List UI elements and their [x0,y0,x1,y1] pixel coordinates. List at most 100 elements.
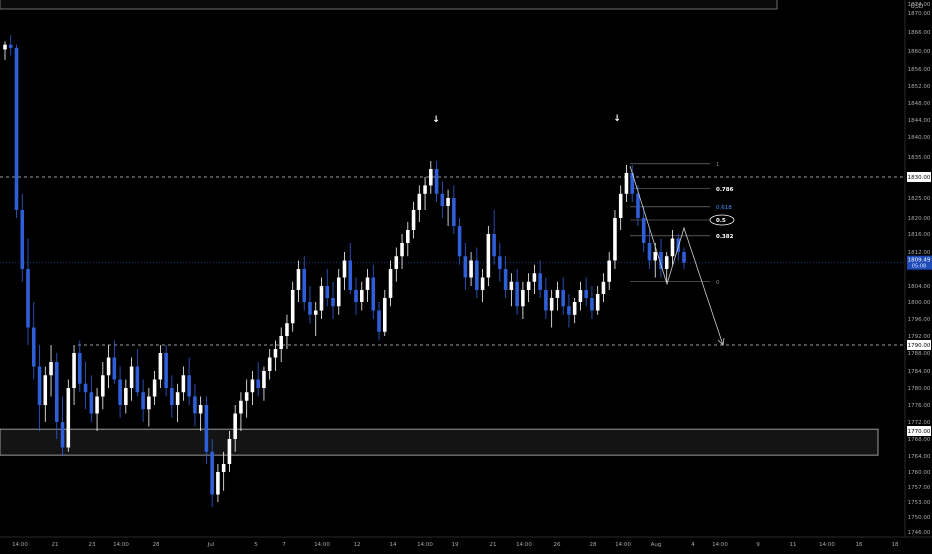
level-price-label: 1790.00 [908,343,931,349]
candle-body [521,290,525,307]
candle-body [670,238,675,257]
candle-body [43,375,48,405]
candle-body [630,173,634,194]
fib-label: 1 [716,162,720,168]
candle-body [434,169,439,194]
y-tick-label: 1804.00 [908,284,931,290]
top-bar [0,0,778,10]
current-price-label: 1809.49 [908,258,931,264]
candle-body [572,302,577,315]
x-tick-label: 19 [452,542,459,548]
x-tick-label: 14:00 [417,542,433,548]
x-tick-label: 28 [153,542,160,548]
fib-label: 0.786 [716,187,734,193]
x-tick-label: 18 [892,542,899,548]
x-tick-label: 5 [254,542,258,548]
candle-body [509,281,514,290]
level-price-label: 1830.00 [908,175,931,181]
candle-body [590,298,594,311]
down-arrow-icon: ↓ [432,115,440,125]
x-tick-label: 9 [756,542,760,548]
candle-body [659,252,663,269]
y-tick-label: 1812.00 [908,250,931,256]
y-tick-label: 1788.00 [908,351,931,357]
candle-body [492,234,496,257]
x-tick-label: 14:00 [516,542,532,548]
candle-body [78,353,82,384]
y-tick-label: 1753.00 [908,500,931,506]
x-tick-label: 14:00 [314,542,330,548]
y-tick-label: 1780.00 [908,386,931,392]
fib-label: 0 [716,280,720,286]
y-tick-label: 1784.00 [908,369,931,375]
candle-body [607,260,611,282]
y-tick-label: 1792.00 [908,334,931,340]
x-tick-label: 14:00 [819,542,835,548]
candle-body [319,286,324,311]
y-tick-label: 1844.00 [908,118,931,124]
candle-body [457,226,462,257]
y-tick-label: 1835.00 [908,155,931,161]
candle-body [262,371,266,388]
y-tick-label: 1760.00 [908,470,931,476]
projection-arrowhead [717,337,725,346]
candle-body [613,218,617,261]
candle-body [348,260,353,290]
candle-body [382,298,387,332]
x-tick-label: 14 [390,542,397,548]
x-tick-label: 28 [590,542,597,548]
candle-body [193,396,197,414]
candle-body [423,185,427,194]
candle-body [359,290,364,302]
y-tick-label: 1764.00 [908,454,931,460]
down-arrow-icon: ↓ [613,114,621,124]
candle-body [210,451,214,495]
candle-body [618,193,623,218]
y-tick-label: 1840.00 [908,135,931,141]
fib-label: 0.382 [716,234,734,240]
candle-body [147,396,151,410]
candle-body [118,379,122,405]
candle-body [676,238,681,252]
level-price-label: 1770.00 [908,429,931,435]
candle-body [452,198,456,226]
candle-body [101,375,105,397]
candle-body [371,277,376,311]
candle-body [3,44,7,50]
candle-body [653,252,658,261]
x-tick-label: 21 [52,542,59,548]
level-badge [907,426,931,436]
candle-body [256,379,260,388]
level-badge [907,172,931,182]
candle-body [244,392,249,401]
projection-path [629,165,724,346]
x-tick-label: Jul [207,542,215,548]
x-tick-label: 26 [554,542,561,548]
y-tick-label: 1776.00 [908,403,931,409]
candle-body [498,256,502,269]
candle-body [273,349,278,358]
y-tick-label: 1874.00 [908,2,931,8]
candle-body [8,44,13,48]
candle-body [440,193,445,206]
y-tick-label: 1746.00 [908,530,931,536]
candle-body [354,290,358,302]
x-tick-label: 12 [354,542,361,548]
candle-body [544,290,548,311]
candle-body [129,366,134,388]
candle-body [49,362,53,376]
candle-body [555,290,560,298]
level-badge [907,340,931,350]
candle-body [647,243,652,261]
candle-body [124,388,128,405]
candle-body [250,379,255,393]
candle-body [365,277,370,290]
candle-body [279,336,283,349]
candle-body [60,422,65,448]
candle-body [181,375,186,393]
candle-body [411,210,416,230]
candle-body [313,310,318,315]
candle-body [532,273,537,282]
candle-body [503,269,508,290]
